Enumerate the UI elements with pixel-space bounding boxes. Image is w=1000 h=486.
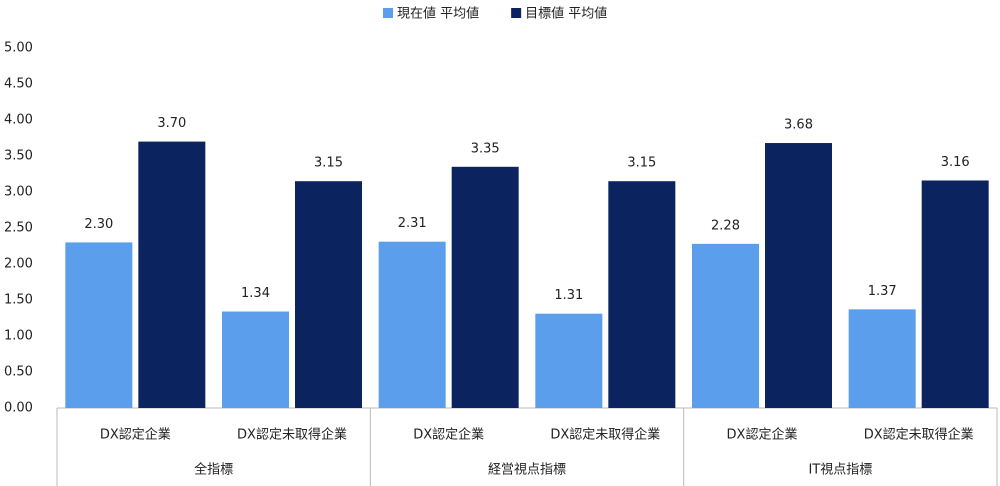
value-label: 3.15 [627, 156, 656, 171]
value-label: 1.34 [241, 286, 270, 301]
y-tick-label: 2.50 [4, 221, 33, 236]
bar [138, 141, 206, 408]
bar [692, 243, 759, 408]
value-label: 2.28 [711, 218, 740, 233]
bar [222, 311, 289, 408]
value-label: 1.37 [868, 284, 897, 299]
value-label: 3.68 [784, 118, 813, 133]
legend-label: 目標値 平均値 [525, 6, 607, 22]
bar [295, 181, 362, 408]
value-label: 3.15 [314, 156, 343, 171]
y-tick-label: 1.00 [4, 329, 33, 344]
bar [378, 241, 446, 408]
y-tick-label: 3.00 [4, 185, 33, 200]
y-tick-label: 0.00 [4, 401, 33, 416]
legend-swatch [383, 8, 393, 18]
y-tick-label: 1.50 [4, 293, 33, 308]
legend-label: 現在値 平均値 [397, 6, 479, 22]
value-label: 2.30 [84, 217, 113, 232]
bar [921, 180, 989, 408]
bar [535, 313, 603, 408]
group-label: 経営視点指標 [488, 463, 566, 478]
group-label: IT視点指標 [808, 463, 872, 478]
y-tick-label: 0.50 [4, 365, 33, 380]
y-tick-label: 4.00 [4, 113, 33, 128]
y-tick-label: 5.00 [4, 41, 33, 56]
group-label: 全指標 [194, 462, 233, 478]
x-tick-label: DX認定企業 [100, 427, 171, 443]
bar [451, 166, 519, 408]
bar [608, 181, 676, 408]
value-label: 3.35 [471, 141, 500, 156]
y-tick-label: 3.50 [4, 149, 33, 164]
legend-swatch [511, 8, 522, 18]
bar [765, 143, 832, 409]
bar [65, 242, 133, 408]
value-label: 2.31 [398, 216, 427, 231]
value-label: 3.16 [941, 155, 970, 170]
value-label: 3.70 [157, 116, 186, 131]
x-tick-label: DX認定未取得企業 [864, 427, 974, 443]
x-tick-label: DX認定未取得企業 [550, 427, 660, 443]
x-tick-label: DX認定未取得企業 [237, 427, 347, 443]
x-tick-label: DX認定企業 [727, 427, 798, 443]
value-label: 1.31 [554, 288, 583, 303]
x-tick-label: DX認定企業 [413, 427, 484, 443]
bar [848, 309, 916, 408]
y-tick-label: 4.50 [4, 77, 33, 92]
y-tick-label: 2.00 [4, 257, 33, 272]
